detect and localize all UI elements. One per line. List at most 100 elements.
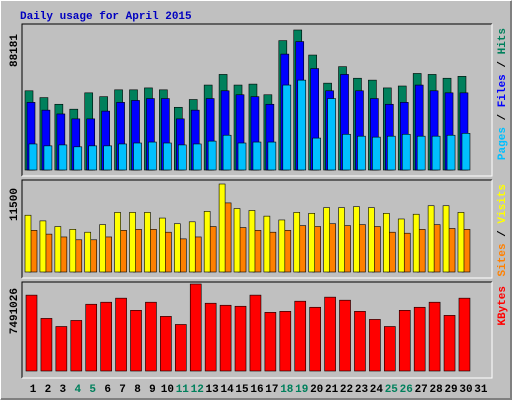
bar <box>443 315 456 372</box>
bar <box>327 98 336 171</box>
x-tick-label: 17 <box>265 384 278 396</box>
bar <box>85 303 98 372</box>
x-tick-label: 25 <box>385 384 399 396</box>
bar <box>354 311 366 372</box>
bar <box>431 135 441 171</box>
bar <box>267 141 277 171</box>
bar <box>233 208 241 273</box>
bar <box>144 212 151 273</box>
x-tick-label: 24 <box>370 384 384 396</box>
bar <box>219 304 232 372</box>
bar <box>145 301 157 372</box>
x-tick-label: 12 <box>191 384 204 396</box>
x-tick-label: 18 <box>280 384 294 396</box>
x-tick-label: 5 <box>89 384 96 396</box>
x-tick-label: 2 <box>45 384 52 396</box>
bar <box>282 84 292 171</box>
bar <box>175 324 187 372</box>
x-tick-label: 26 <box>400 384 413 396</box>
bar <box>368 207 375 273</box>
x-tick-label: 9 <box>149 384 156 396</box>
bar <box>297 79 307 171</box>
bar <box>294 300 307 372</box>
bar <box>387 135 396 171</box>
bar <box>397 218 405 273</box>
x-tick-label: 19 <box>295 384 308 396</box>
legend-entry: Visits <box>497 184 509 224</box>
bar <box>383 213 390 273</box>
x-tick-label: 22 <box>340 384 353 396</box>
bar <box>357 135 366 171</box>
bar <box>118 143 127 171</box>
bar <box>384 326 396 372</box>
bar <box>174 223 181 273</box>
bar <box>84 231 92 273</box>
bar <box>204 302 217 372</box>
bar <box>39 220 47 273</box>
bar <box>203 211 211 273</box>
bar <box>278 219 286 273</box>
bar <box>263 215 271 273</box>
legend-entry: KBytes <box>497 286 509 326</box>
bar <box>189 283 202 372</box>
bar <box>234 305 247 372</box>
y-tick-label: 88181 <box>9 34 21 67</box>
bar <box>159 217 166 273</box>
bar <box>192 143 202 171</box>
bar <box>458 297 471 372</box>
bar <box>70 320 83 372</box>
bar <box>237 142 247 171</box>
bar <box>73 146 83 171</box>
bar <box>413 306 426 372</box>
x-tick-label: 13 <box>206 384 220 396</box>
bar <box>249 294 262 372</box>
x-tick-label: 15 <box>235 384 249 396</box>
bar <box>372 136 381 171</box>
bar <box>398 310 411 372</box>
x-tick-label: 6 <box>104 384 111 396</box>
legend: KBytes <box>497 286 509 326</box>
bar <box>207 140 217 171</box>
bar <box>442 205 450 273</box>
bar <box>69 229 77 273</box>
bar <box>312 137 321 171</box>
bar <box>130 310 142 372</box>
bar <box>133 142 142 171</box>
bar <box>427 205 435 273</box>
x-tick-label: 8 <box>134 384 141 396</box>
x-tick-label: 20 <box>310 384 323 396</box>
bar <box>353 206 360 273</box>
legend-separator: / <box>497 107 509 127</box>
bar <box>88 145 98 171</box>
bar <box>293 212 301 273</box>
bar <box>160 316 172 372</box>
bar <box>342 133 351 171</box>
bar <box>218 183 226 273</box>
bar <box>58 144 68 171</box>
x-tick-label: 7 <box>119 384 126 396</box>
legend: Pages / Files / Hits <box>497 28 509 160</box>
panel-edge-light <box>22 24 493 177</box>
bar <box>54 226 62 273</box>
bar <box>43 145 53 171</box>
bar <box>339 299 351 372</box>
x-tick-label: 11 <box>176 384 190 396</box>
bar <box>163 142 172 171</box>
panel-edge-dark <box>21 179 492 278</box>
bar <box>309 306 321 372</box>
bar <box>264 312 277 372</box>
y-tick-label: 11500 <box>9 188 21 221</box>
x-tick-label: 10 <box>161 384 174 396</box>
panel-edge-dark <box>21 281 492 378</box>
legend: Sites / Visits <box>497 184 509 276</box>
x-tick-label: 21 <box>325 384 339 396</box>
bar <box>461 133 471 171</box>
panel-edge-dark <box>21 23 492 176</box>
bar <box>252 141 262 171</box>
bar <box>279 311 292 372</box>
x-tick-label: 27 <box>415 384 428 396</box>
bar <box>457 212 465 273</box>
bar <box>28 143 38 171</box>
legend-entry: Pages <box>497 127 509 160</box>
